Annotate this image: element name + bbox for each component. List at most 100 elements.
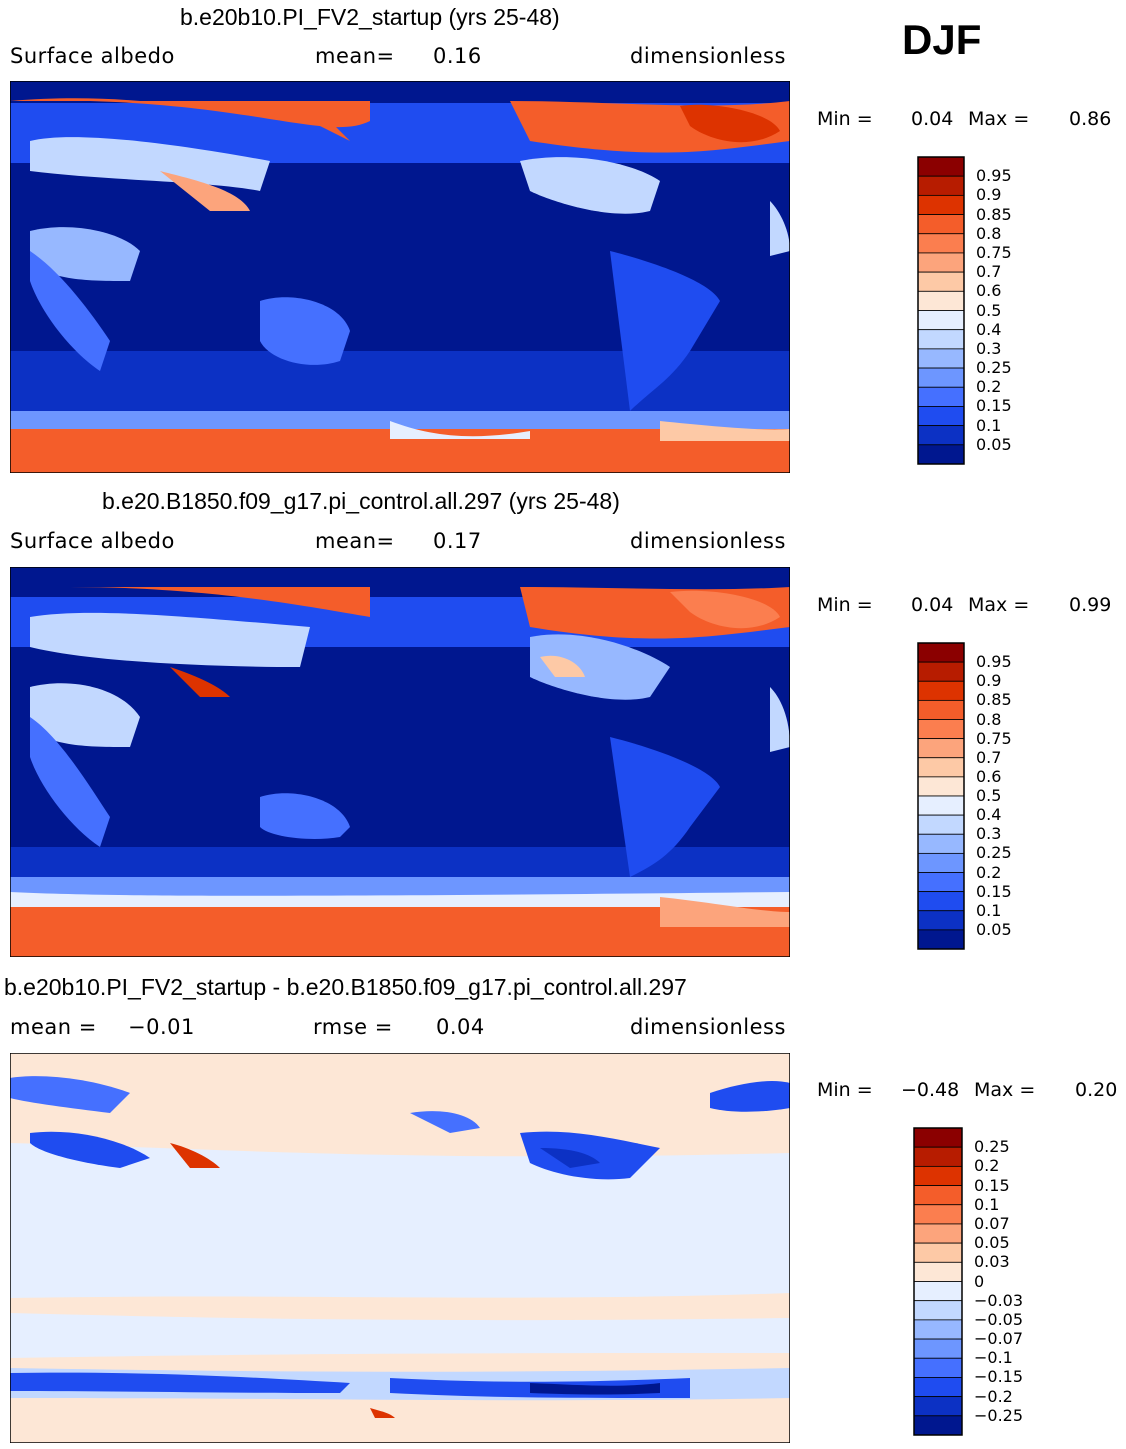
colorbar-tick-label: 0.9 xyxy=(976,185,1002,205)
colorbar-tick-label: 0.4 xyxy=(976,805,1002,825)
colorbar-swatch xyxy=(917,348,965,369)
colorbar-tick-label: 0.6 xyxy=(976,281,1002,301)
colorbar-swatch xyxy=(917,367,965,388)
panel-2-max-label: Max = xyxy=(968,594,1030,616)
colorbar-swatch xyxy=(917,699,965,720)
colorbar-swatch xyxy=(917,233,965,254)
colorbar-swatch xyxy=(917,175,965,196)
colorbar-tick-label: 0 xyxy=(974,1271,985,1291)
colorbar-tick-label: 0.8 xyxy=(976,709,1002,729)
panel-2-min-label: Min = xyxy=(817,594,873,616)
colorbar-swatch xyxy=(917,814,965,835)
colorbar-tick-label: 0.05 xyxy=(974,1233,1010,1253)
colorbar-tick-label: 0.5 xyxy=(976,300,1002,320)
colorbar-tick-label: 0.4 xyxy=(976,319,1002,339)
colorbar-swatch xyxy=(913,1377,963,1398)
panel-3-rmse-label: rmse = xyxy=(313,1015,393,1039)
colorbar-swatch xyxy=(917,680,965,701)
colorbar-svg xyxy=(917,642,965,950)
colorbar-swatch xyxy=(917,156,965,177)
panel-1-units: dimensionless xyxy=(630,44,786,68)
colorbar-swatch xyxy=(913,1204,963,1225)
panel-1-min-label: Min = xyxy=(817,108,873,130)
panel-3-mean-label: mean = xyxy=(10,1015,97,1039)
colorbar-tick-label: 0.15 xyxy=(976,396,1012,416)
colorbar-swatch xyxy=(917,271,965,292)
panel-1-map xyxy=(10,81,790,473)
colorbar-tick-label: 0.8 xyxy=(976,223,1002,243)
panel-3-title: b.e20b10.PI_FV2_startup - b.e20.B1850.f0… xyxy=(4,974,687,1000)
colorbar-tick-label: 0.05 xyxy=(976,434,1012,454)
colorbar-swatch xyxy=(917,425,965,446)
colorbar-tick-label: −0.15 xyxy=(974,1367,1024,1387)
colorbar-swatch xyxy=(913,1357,963,1378)
colorbar-swatch xyxy=(917,776,965,797)
panel-1-max-value: 0.86 xyxy=(1069,108,1112,130)
colorbar-tick-label: 0.5 xyxy=(976,786,1002,805)
panel-2-mean-value: 0.17 xyxy=(433,529,482,553)
colorbar-tick-label: 0.15 xyxy=(976,881,1012,901)
colorbar-tick-label: 0.75 xyxy=(976,728,1012,748)
panel-2-min-value: 0.04 xyxy=(911,594,954,616)
colorbar-tick-label: −0.1 xyxy=(974,1348,1013,1368)
colorbar-swatch xyxy=(913,1338,963,1359)
panel-2-mean-label: mean= xyxy=(315,529,395,553)
colorbar-swatch xyxy=(913,1185,963,1206)
colorbar-swatch xyxy=(917,795,965,816)
panel-3-max-label: Max = xyxy=(974,1079,1036,1101)
panel-3-max-value: 0.20 xyxy=(1075,1079,1118,1101)
colorbar-tick-label: 0.1 xyxy=(976,900,1002,920)
colorbar-swatch xyxy=(913,1319,963,1340)
colorbar-tick-label: 0.85 xyxy=(976,204,1012,224)
colorbar-swatch xyxy=(913,1261,963,1282)
panel-3-rmse-value: 0.04 xyxy=(436,1015,485,1039)
colorbar-tick-label: 0.3 xyxy=(976,338,1002,358)
colorbar-swatch xyxy=(913,1300,963,1321)
colorbar-swatch xyxy=(913,1415,963,1436)
colorbar-swatch xyxy=(917,329,965,350)
colorbar-swatch xyxy=(917,833,965,854)
colorbar-swatch xyxy=(917,386,965,407)
colorbar-tick-label: 0.2 xyxy=(976,377,1002,397)
colorbar-swatch xyxy=(917,910,965,931)
colorbar-swatch xyxy=(913,1127,963,1148)
colorbar-swatch xyxy=(913,1281,963,1302)
colorbar-tick-label: 0.05 xyxy=(976,919,1012,939)
colorbar-svg xyxy=(913,1127,963,1436)
panel-2-max-value: 0.99 xyxy=(1069,594,1112,616)
colorbar-tick-label: 0.95 xyxy=(976,652,1012,672)
colorbar-tick-label: −0.2 xyxy=(974,1386,1013,1406)
colorbar-tick-label: 0.25 xyxy=(976,843,1012,863)
colorbar-swatch xyxy=(913,1223,963,1244)
panel-2-map xyxy=(10,567,790,957)
colorbar-tick-label: 0.85 xyxy=(976,690,1012,710)
panel-3-units: dimensionless xyxy=(630,1015,786,1039)
colorbar-swatch xyxy=(917,406,965,427)
colorbar-swatch xyxy=(917,310,965,331)
colorbar-swatch xyxy=(917,929,965,950)
colorbar-swatch xyxy=(913,1396,963,1417)
colorbar-tick-label: −0.07 xyxy=(974,1329,1024,1349)
panel-2-units: dimensionless xyxy=(630,529,786,553)
colorbar-tick-label: 0.2 xyxy=(976,862,1002,882)
colorbar-swatch xyxy=(913,1165,963,1186)
colorbar-tick-label: 0.03 xyxy=(974,1252,1010,1272)
panel-1-mean-label: mean= xyxy=(315,44,395,68)
colorbar-tick-label: 0.75 xyxy=(976,242,1012,262)
colorbar-swatch xyxy=(917,891,965,912)
panel-1-max-label: Max = xyxy=(968,108,1030,130)
colorbar-tick-label: 0.25 xyxy=(976,358,1012,378)
colorbar-swatch xyxy=(917,738,965,759)
colorbar-tick-label: 0.1 xyxy=(974,1194,1000,1214)
colorbar-swatch xyxy=(917,872,965,893)
panel-1-mean-value: 0.16 xyxy=(433,44,482,68)
colorbar-swatch xyxy=(913,1146,963,1167)
colorbar-swatch xyxy=(917,852,965,873)
colorbar-tick-label: 0.7 xyxy=(976,262,1002,282)
panel-1-min-value: 0.04 xyxy=(911,108,954,130)
panel-3-min-label: Min = xyxy=(817,1079,873,1101)
colorbar-tick-label: 0.1 xyxy=(976,415,1002,435)
colorbar-tick-label: 0.95 xyxy=(976,166,1012,186)
colorbar-swatch xyxy=(917,290,965,311)
colorbar-svg xyxy=(917,156,965,465)
